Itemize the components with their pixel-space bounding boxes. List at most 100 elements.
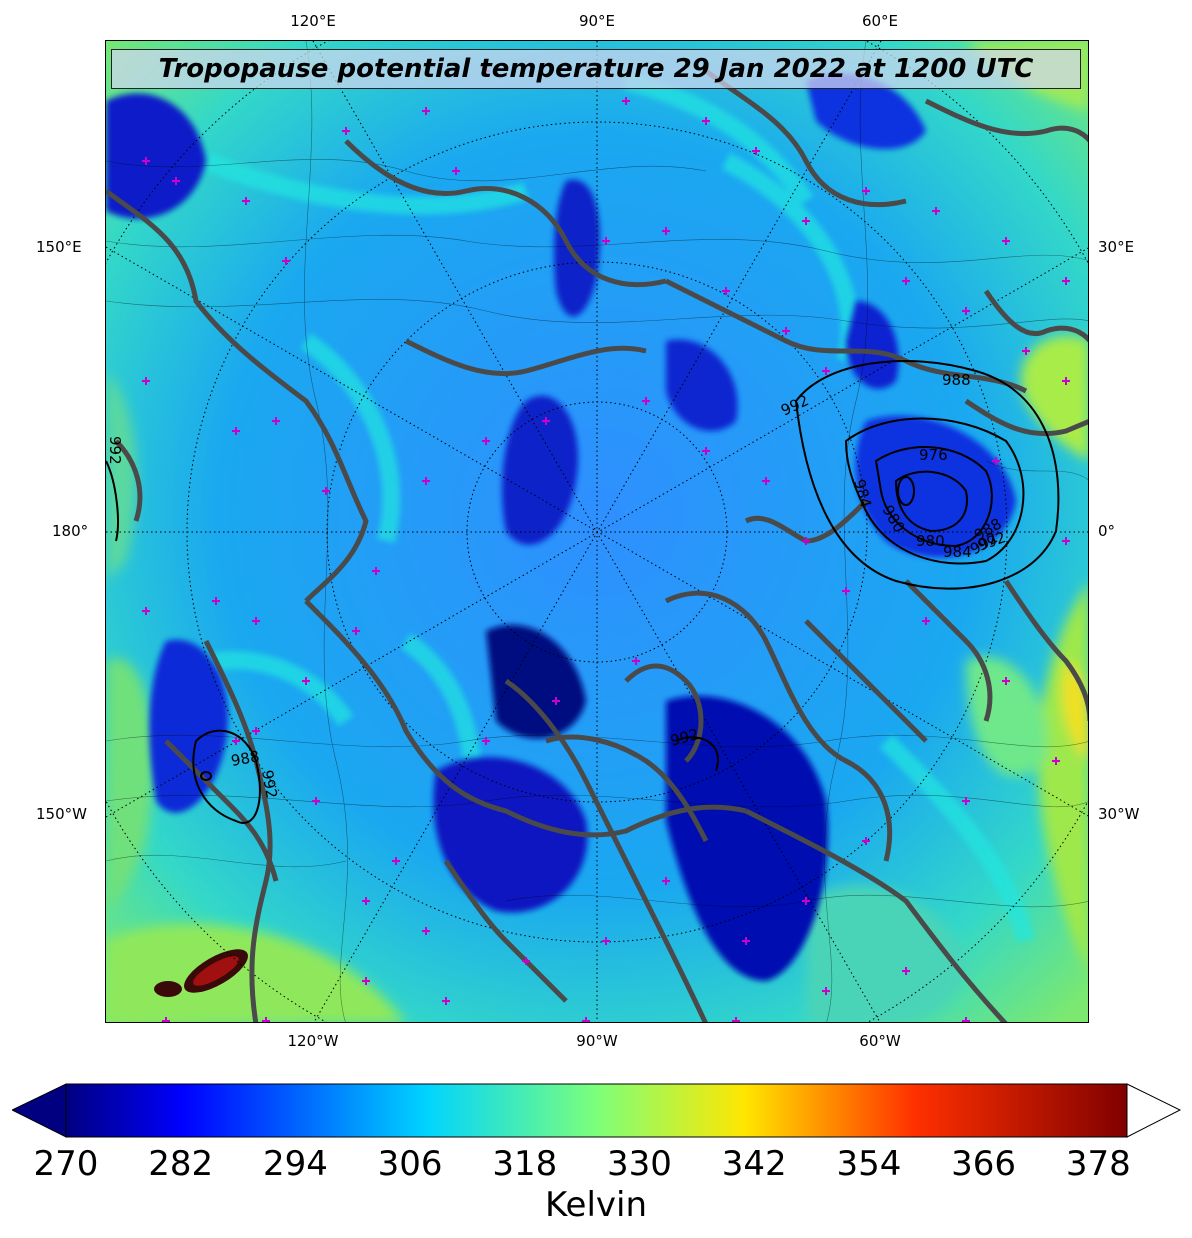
colorbar-tick-label: 354 <box>836 1144 902 1184</box>
station-marker <box>422 927 430 935</box>
station-marker <box>142 377 150 385</box>
station-marker <box>962 1017 970 1022</box>
station-marker <box>642 397 650 405</box>
station-marker <box>242 197 250 205</box>
station-marker <box>662 877 670 885</box>
colorbar-tick-label: 270 <box>33 1144 99 1184</box>
station-marker <box>212 597 220 605</box>
station-marker <box>322 487 330 495</box>
station-marker <box>482 737 490 745</box>
station-marker <box>1062 377 1070 385</box>
lon-label-top: 120°E <box>290 12 336 30</box>
station-marker <box>632 657 640 665</box>
station-marker <box>282 257 290 265</box>
pressure-label: 992 <box>106 436 124 465</box>
station-marker <box>732 1017 740 1022</box>
station-marker <box>422 107 430 115</box>
pressure-label: 976 <box>919 446 948 464</box>
station-marker <box>1002 237 1010 245</box>
station-marker <box>392 857 400 865</box>
colorbar-label: Kelvin <box>544 1185 648 1225</box>
lon-label-top: 90°E <box>578 12 616 30</box>
station-marker <box>842 587 850 595</box>
side-label-left: 150°W <box>36 805 87 823</box>
hot-spot <box>154 949 248 997</box>
station-marker <box>702 117 710 125</box>
side-label-left: 180° <box>52 522 89 540</box>
station-marker <box>862 837 870 845</box>
colorbar-gradient <box>65 1083 1128 1138</box>
station-marker <box>422 477 430 485</box>
station-marker <box>762 477 770 485</box>
side-label-right: 30°W <box>1098 805 1140 823</box>
station-marker <box>602 237 610 245</box>
station-marker <box>1062 537 1070 545</box>
station-marker <box>802 217 810 225</box>
station-marker <box>1022 347 1030 355</box>
tropopause-map: 992 988 984 980 976 980 984 988 992 992 … <box>106 41 1088 1022</box>
colorbar-tick-label: 330 <box>607 1144 672 1184</box>
isentrope-contours <box>106 41 1088 1022</box>
colorbar-tick-label: 378 <box>1065 1144 1131 1184</box>
station-marker <box>482 437 490 445</box>
station-marker <box>962 307 970 315</box>
lon-label-bottom: 60°W <box>859 1032 901 1050</box>
station-marker <box>522 957 530 965</box>
station-marker <box>932 207 940 215</box>
lon-label-bottom: 120°W <box>287 1032 339 1050</box>
station-marker <box>272 417 280 425</box>
station-marker <box>802 537 810 545</box>
station-marker <box>902 967 910 975</box>
station-marker <box>1052 757 1060 765</box>
station-marker <box>582 1017 590 1022</box>
colorbar-tick-label: 366 <box>951 1144 1017 1184</box>
station-marker <box>1002 677 1010 685</box>
map-title: Tropopause potential temperature 29 Jan … <box>111 49 1081 89</box>
station-marker <box>162 1017 170 1022</box>
station-marker <box>342 127 350 135</box>
side-label-right: 0° <box>1098 522 1116 540</box>
pressure-label: 984 <box>943 543 972 561</box>
map-panel: 992 988 984 980 976 980 984 988 992 992 … <box>105 40 1089 1023</box>
colorbar-tick-label: 294 <box>262 1144 328 1184</box>
pressure-contours <box>106 360 1060 824</box>
lon-label-top: 60°E <box>861 12 899 30</box>
colorbar-tick-label: 306 <box>377 1144 443 1184</box>
station-marker <box>662 227 670 235</box>
station-marker <box>752 147 760 155</box>
pressure-label: 988 <box>230 747 261 770</box>
station-marker <box>232 427 240 435</box>
station-marker <box>542 417 550 425</box>
station-marker <box>822 987 830 995</box>
colorbar-tick-label: 282 <box>148 1144 214 1184</box>
station-marker <box>232 737 240 745</box>
station-marker <box>252 617 260 625</box>
lon-label-bottom: 90°W <box>576 1032 618 1050</box>
station-marker <box>782 327 790 335</box>
pressure-label: 992 <box>258 769 281 800</box>
station-marker <box>992 457 1000 465</box>
colorbar-min-extend <box>12 1083 67 1138</box>
colorbar-tick-label: 318 <box>492 1144 558 1184</box>
station-marker <box>602 937 610 945</box>
pressure-label: 988 <box>942 371 971 389</box>
station-marker <box>302 677 310 685</box>
side-label-right: 30°E <box>1098 238 1135 256</box>
station-marker <box>722 287 730 295</box>
pressure-label: 980 <box>916 532 945 550</box>
station-marker <box>362 897 370 905</box>
station-marker <box>362 977 370 985</box>
station-marker <box>262 1017 270 1022</box>
station-marker <box>552 697 560 705</box>
station-marker <box>252 727 260 735</box>
station-marker <box>452 167 460 175</box>
station-marker <box>962 797 970 805</box>
pressure-labels: 992 988 984 980 976 980 984 988 992 992 … <box>106 371 1008 800</box>
colorbar-tick-label: 342 <box>721 1144 787 1184</box>
station-marker <box>622 97 630 105</box>
station-marker <box>902 277 910 285</box>
station-marker <box>862 187 870 195</box>
coastlines <box>106 68 1088 1022</box>
station-marker <box>312 797 320 805</box>
station-marker <box>822 367 830 375</box>
